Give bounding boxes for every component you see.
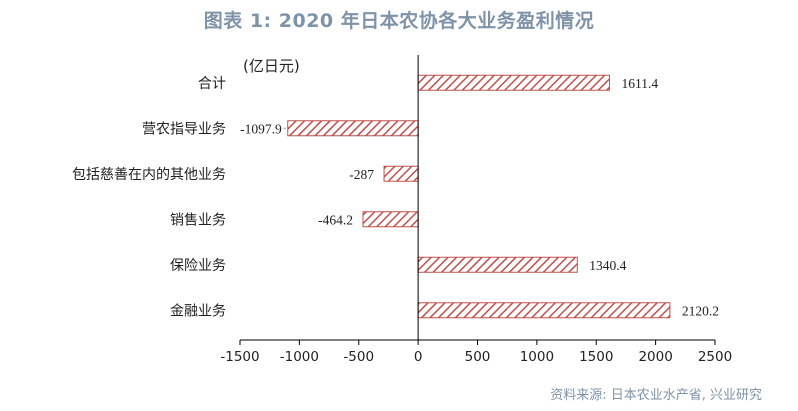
x-tick-label: -500: [343, 349, 374, 365]
x-tick-label: 2000: [638, 349, 672, 365]
value-label: -464.2: [318, 212, 353, 227]
bar: [417, 302, 671, 319]
category-label: 金融业务: [170, 303, 226, 319]
bar: [417, 256, 578, 273]
x-tick-label: 1500: [579, 349, 613, 365]
x-tick-label: -1500: [220, 349, 259, 365]
x-tick-label: -1000: [280, 349, 319, 365]
bar: [383, 165, 419, 182]
x-tick-label: 2500: [698, 349, 732, 365]
x-axis: -1500 -1000 -500 0 500 1000 1500 2000 2500: [220, 55, 732, 365]
value-label: 1611.4: [621, 76, 658, 91]
category-label: 包括慈善在内的其他业务: [72, 167, 226, 183]
value-label: -1097.9: [240, 121, 282, 136]
bar: [417, 74, 610, 91]
value-label: 2120.2: [682, 303, 719, 318]
bar: [287, 120, 419, 137]
x-tick-label: 0: [414, 349, 423, 365]
value-label: 1340.4: [589, 258, 626, 273]
bars-group: 合计 1611.4 营农指导业务 -1097.9 包括慈善在内的其他业务 -287 销售业务…: [72, 74, 719, 319]
unit-label: (亿日元): [243, 57, 300, 75]
category-label: 保险业务: [170, 258, 226, 274]
bar: [362, 211, 419, 228]
category-label: 合计: [198, 76, 226, 92]
x-tick-label: 1000: [520, 349, 554, 365]
value-label: -287: [349, 167, 374, 182]
source-note: 资料来源: 日本农业水产省, 兴业研究: [550, 388, 762, 403]
x-tick-label: 500: [465, 349, 491, 365]
category-label: 销售业务: [170, 212, 226, 228]
chart-title: 图表 1: 2020 年日本农协各大业务盈利情况: [203, 10, 595, 32]
category-label: 营农指导业务: [142, 121, 226, 137]
